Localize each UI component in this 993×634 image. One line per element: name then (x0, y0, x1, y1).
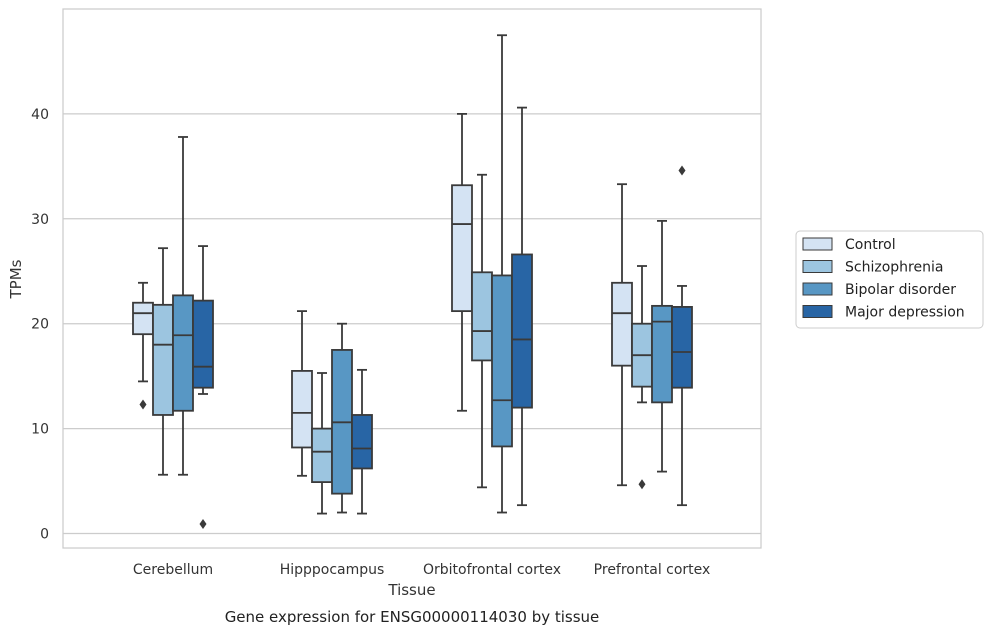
outlier-point (199, 519, 207, 530)
legend-swatch (802, 282, 833, 296)
box-schizophrenia (311, 372, 333, 515)
y-tick-label: 0 (40, 527, 49, 543)
box-iqr (172, 294, 194, 412)
box-iqr (132, 301, 154, 336)
box-iqr (671, 306, 693, 389)
box-schizophrenia (631, 265, 653, 490)
x-tick-labels: Cerebellum Hipppocampus Orbitofrontal cort… (133, 562, 710, 578)
plot-frame (62, 8, 762, 549)
legend-swatch (802, 260, 833, 273)
box-bipolar-disorder (172, 136, 194, 476)
x-tick-label: Hipppocampus (280, 562, 385, 578)
box-iqr (611, 281, 633, 367)
y-tick-label: 20 (31, 317, 49, 333)
box-major-depression (192, 245, 214, 530)
box-schizophrenia (471, 173, 493, 489)
box-iqr (192, 299, 214, 389)
box-bipolar-disorder (491, 34, 513, 514)
legend-label: Schizophrenia (845, 260, 943, 276)
box-control (451, 113, 473, 412)
y-tick-labels: 0 10 20 30 40 (31, 107, 49, 543)
figure-caption: Gene expression for ENSG00000114030 by t… (225, 608, 600, 626)
y-tick-label: 10 (31, 422, 49, 438)
legend-swatch (802, 237, 833, 251)
box-iqr (152, 303, 174, 416)
legend: Control Schizophrenia Bipolar disorder Majo… (795, 230, 984, 329)
outlier-point (678, 165, 686, 176)
box-iqr (311, 427, 333, 483)
outlier-point (638, 479, 646, 490)
box-bipolar-disorder (651, 219, 673, 473)
y-tick-label: 40 (31, 107, 49, 123)
y-axis-label: TPMs (7, 259, 25, 299)
box-major-depression (671, 165, 693, 507)
x-axis-label: Tissue (387, 581, 435, 599)
box-layer (132, 34, 693, 530)
box-schizophrenia (152, 247, 174, 476)
box-bipolar-disorder (331, 322, 353, 514)
box-iqr (351, 414, 373, 470)
legend-label: Bipolar disorder (845, 282, 956, 298)
box-major-depression (351, 368, 373, 515)
box-iqr (451, 184, 473, 313)
box-control (132, 281, 154, 410)
legend-frame (795, 230, 984, 329)
box-iqr (491, 274, 513, 448)
outlier-point (139, 399, 147, 410)
box-control (611, 183, 633, 487)
box-iqr (511, 253, 533, 409)
box-major-depression (511, 106, 533, 507)
x-tick-label: Prefrontal cortex (594, 562, 711, 578)
legend-label: Control (845, 237, 896, 253)
box-iqr (291, 370, 313, 449)
box-control (291, 310, 313, 477)
x-tick-label: Cerebellum (133, 562, 213, 578)
legend-swatch (802, 305, 833, 318)
box-iqr (651, 304, 673, 404)
y-tick-label: 30 (31, 212, 49, 228)
x-tick-label: Orbitofrontal cortex (423, 562, 561, 578)
box-iqr (471, 271, 493, 362)
legend-label: Major depression (845, 305, 965, 321)
